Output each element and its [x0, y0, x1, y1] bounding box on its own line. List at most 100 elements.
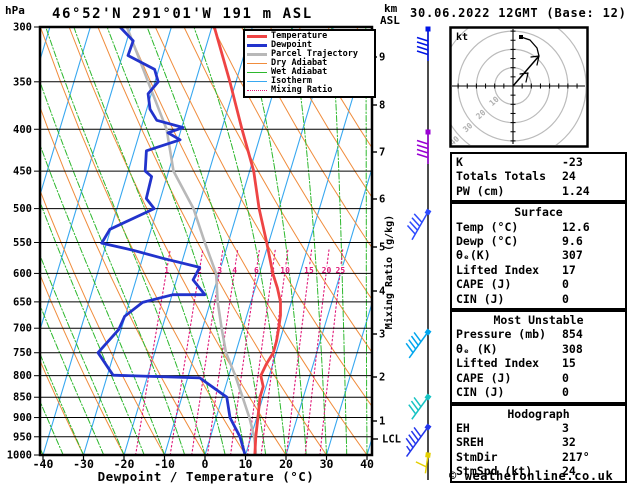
- wind-barb-shaft: [411, 396, 429, 420]
- indices-row-value: 0: [562, 291, 569, 306]
- temperature-tick-label: -10: [154, 457, 175, 471]
- temperature-tick-label: -30: [73, 457, 94, 471]
- hodograph-ring-label: 10: [488, 95, 501, 108]
- wind-barb: [415, 452, 431, 474]
- indices-row-label: CIN (J): [456, 385, 505, 400]
- indices-row: Temp (°C) 12.6: [456, 220, 621, 234]
- indices-row-value: -23: [562, 155, 583, 169]
- indices-row: θₑ (K) 308: [456, 342, 621, 356]
- indices-box: Surface Temp (°C) 12.6 Dewp (°C) 9.6 θₑ(K) 307…: [450, 202, 627, 311]
- mixing-ratio-line: [206, 248, 239, 455]
- indices-row-value: 0: [562, 370, 569, 385]
- indices-row-value: 854: [562, 327, 583, 342]
- indices-box-title: Surface: [514, 205, 563, 220]
- isotherm-line: [40, 27, 132, 332]
- legend-item-label: Dewpoint: [271, 40, 312, 50]
- indices-row-value: 24: [562, 169, 576, 184]
- indices-row: SREH 32: [456, 435, 621, 449]
- height-axis-asl-label: ASL: [380, 14, 400, 27]
- indices-row-value: 0: [562, 277, 569, 292]
- isotherm-line: [163, 27, 294, 455]
- indices-row: CAPE (J) 0: [456, 371, 621, 385]
- wind-barb-feather: [405, 437, 414, 449]
- wind-barb-shaft: [424, 454, 429, 474]
- indices-row: StmSpd (kt) 24: [456, 464, 621, 478]
- x-axis-title: Dewpoint / Temperature (°C): [98, 469, 315, 484]
- indices-box: Most Unstable Pressure (mb) 854 θₑ (K) 308 Li…: [450, 310, 627, 404]
- wet-adiabat-line: [40, 399, 64, 455]
- wind-barb-feather: [405, 342, 414, 354]
- indices-row-label: CIN (J): [456, 291, 505, 306]
- indices-row-label: Lifted Index: [456, 356, 540, 371]
- plot-area: 1 2 3 4 6 8 10 15 20 25: [0, 27, 372, 455]
- hodograph-trace-top-marker: [519, 35, 523, 39]
- hodograph-border: [449, 26, 589, 148]
- hodograph-trace: [520, 36, 540, 57]
- legend-swatch: [247, 63, 267, 64]
- mixing-ratio-value-label: 6: [254, 266, 259, 275]
- pressure-tick-label: 550: [13, 237, 32, 249]
- run-date-label: 30.06.2022 12GMT (Base: 12): [410, 6, 627, 20]
- legend: Temperature Dewpoint Parcel Trajectory Dry …: [243, 29, 376, 98]
- pressure-tick-label: 350: [13, 76, 32, 88]
- indices-row-label: K: [456, 155, 463, 169]
- dry-adiabat-line: [40, 359, 84, 455]
- indices-row-value: 307: [562, 248, 583, 263]
- indices-row-label: SREH: [456, 435, 484, 450]
- km-tick-label: 1: [379, 416, 385, 428]
- copyright-label: © weatheronline.co.uk: [449, 469, 614, 483]
- indices-row-value: 15: [562, 356, 576, 371]
- pressure-tick-label: 600: [13, 268, 32, 280]
- legend-item: Mixing Ratio: [247, 86, 374, 95]
- legend-item-label: Parcel Trajectory: [271, 49, 358, 59]
- legend-swatch: [247, 44, 267, 47]
- isotherm-line: [204, 27, 334, 455]
- wind-barb-feather: [416, 36, 429, 42]
- wind-barb-feather: [413, 396, 422, 408]
- km-tick-label: 7: [379, 147, 385, 159]
- indices-box: K -23 Totals Totals 24 PW (cm) 1.24: [450, 152, 627, 203]
- indices-row: Lifted Index 15: [456, 356, 621, 370]
- km-tick-label: 9: [379, 52, 385, 64]
- indices-row-label: StmSpd (kt): [456, 464, 533, 479]
- indices-row-label: θₑ(K): [456, 248, 491, 263]
- legend-swatch: [247, 81, 267, 82]
- indices-row: Dewp (°C) 9.6: [456, 234, 621, 248]
- indices-row-value: 17: [562, 262, 576, 277]
- pressure-tick-label: 800: [13, 370, 32, 382]
- km-tick-label: 4: [379, 286, 385, 298]
- indices-row-value: 0: [562, 385, 569, 400]
- indices-row-label: PW (cm): [456, 183, 505, 198]
- indices-box: Hodograph EH 3 SREH 32 StmDir 217° StmSpd (kt) 2…: [450, 403, 627, 483]
- wind-barb-feather: [416, 139, 429, 145]
- temperature-tick-label: 20: [279, 457, 293, 471]
- legend-swatch: [247, 90, 267, 91]
- legend-item-label: Dry Adiabat: [271, 58, 328, 68]
- indices-row: StmDir 217°: [456, 450, 621, 464]
- indices-row-value: 24: [562, 464, 576, 479]
- mixing-ratio-line: [169, 248, 204, 455]
- temperature-tick-label: 0: [202, 457, 209, 471]
- temperature-tick-label: 30: [320, 457, 334, 471]
- wind-barb-feather: [416, 50, 429, 56]
- wind-barb-feather: [413, 426, 422, 438]
- isotherm-line: [244, 31, 372, 455]
- hodograph-ring-label: 40: [449, 134, 461, 147]
- dewpoint-curve: [96, 27, 247, 455]
- indices-box-title: Hodograph: [507, 406, 570, 421]
- indices-row: θₑ(K) 307: [456, 248, 621, 262]
- pressure-tick-label: 450: [13, 166, 32, 178]
- isotherm-line: [0, 27, 9, 455]
- wind-barb-feather: [408, 339, 417, 350]
- km-tick-label: 2: [379, 372, 385, 384]
- wind-barb-feather: [416, 144, 429, 150]
- legend-item: Wet Adiabat: [247, 68, 374, 77]
- pressure-tick-label: 500: [13, 203, 32, 215]
- pressure-tick-label: 400: [13, 124, 32, 136]
- indices-row: EH 3: [456, 421, 621, 435]
- mixing-ratio-line: [260, 248, 289, 455]
- legend-item-label: Isotherm: [271, 76, 312, 86]
- legend-item-label: Mixing Ratio: [271, 85, 333, 95]
- indices-box-title: Most Unstable: [493, 313, 584, 328]
